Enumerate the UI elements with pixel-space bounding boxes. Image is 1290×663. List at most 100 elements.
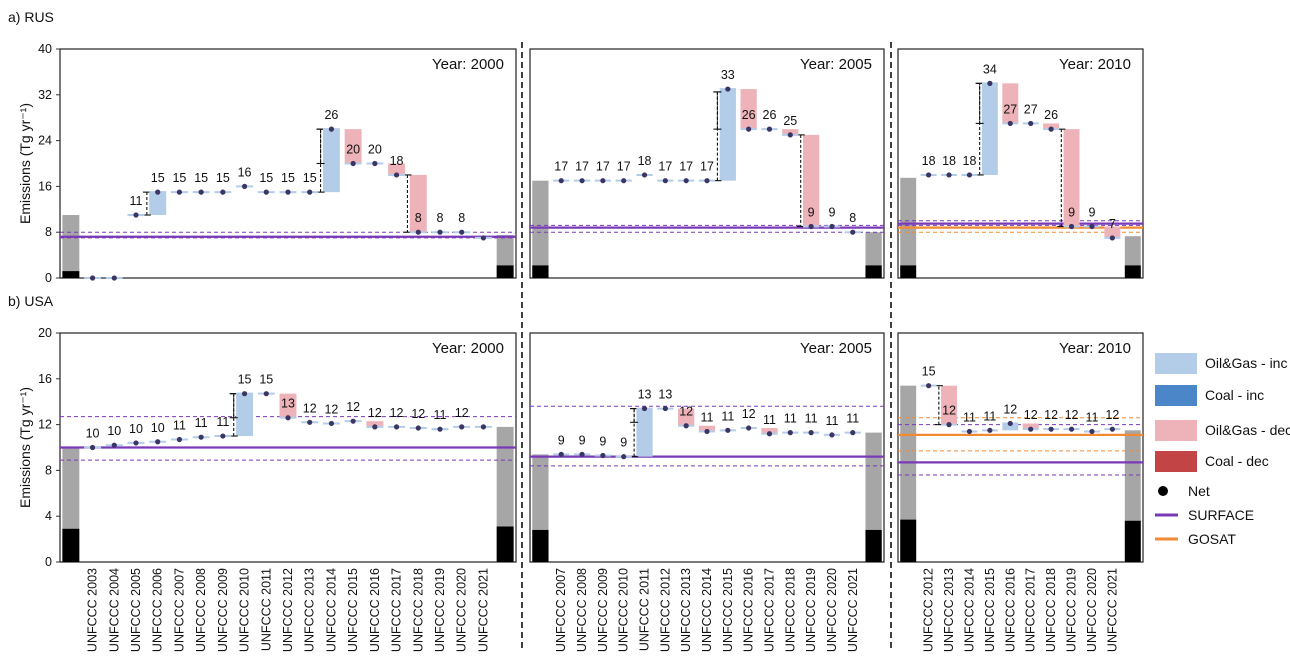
net-marker bbox=[459, 424, 465, 430]
value-label: 10 bbox=[107, 424, 121, 438]
og-dec-bar bbox=[740, 89, 757, 130]
value-label: 12 bbox=[742, 407, 756, 421]
value-label: 12 bbox=[324, 402, 338, 416]
x-category-label: UNFCCC 2012 bbox=[922, 568, 936, 652]
net-marker bbox=[307, 419, 313, 425]
x-category-label: UNFCCC 2011 bbox=[259, 568, 273, 651]
net-marker bbox=[176, 189, 183, 195]
net-marker bbox=[220, 189, 226, 195]
value-label: 17 bbox=[679, 160, 693, 174]
value-label: 15 bbox=[259, 373, 273, 387]
value-label: 18 bbox=[638, 154, 652, 168]
y-tick-label: 0 bbox=[45, 555, 52, 569]
og-dec-bar bbox=[344, 129, 362, 164]
x-category-label: UNFCCC 2011 bbox=[638, 568, 652, 651]
y-tick-label: 16 bbox=[38, 179, 52, 193]
net-marker bbox=[641, 405, 648, 412]
og-dec-bar bbox=[1043, 123, 1060, 130]
x-category-label: UNFCCC 2021 bbox=[476, 568, 490, 652]
net-marker bbox=[372, 424, 378, 430]
net-marker bbox=[263, 391, 269, 397]
x-category-label: UNFCCC 2009 bbox=[216, 568, 230, 652]
x-category-label: UNFCCC 2012 bbox=[281, 568, 295, 652]
value-label: 8 bbox=[849, 211, 856, 225]
net-marker bbox=[600, 178, 606, 184]
x-category-label: UNFCCC 2016 bbox=[368, 568, 382, 652]
og-dec-bar bbox=[388, 163, 406, 175]
value-label: 13 bbox=[638, 388, 652, 402]
prior-coal-bar bbox=[62, 271, 80, 278]
net-marker bbox=[393, 424, 400, 430]
prior-coal-bar bbox=[900, 265, 917, 278]
net-marker bbox=[285, 189, 291, 195]
og-dec-bar bbox=[1002, 83, 1019, 124]
x-category-label: UNFCCC 2017 bbox=[1024, 568, 1038, 652]
net-marker bbox=[746, 425, 752, 431]
net-marker bbox=[621, 178, 627, 184]
coal-inc-legend-label: Coal - inc bbox=[1205, 387, 1264, 403]
value-label: 17 bbox=[554, 160, 568, 174]
net-marker bbox=[133, 212, 139, 218]
value-label: 15 bbox=[922, 365, 936, 379]
value-label: 15 bbox=[303, 171, 317, 185]
value-label: 12 bbox=[368, 406, 382, 420]
value-label: 10 bbox=[86, 427, 100, 441]
posterior-coal-bar bbox=[496, 265, 514, 278]
value-label: 15 bbox=[216, 171, 230, 185]
value-label: 11 bbox=[963, 410, 976, 424]
net-marker bbox=[328, 420, 335, 427]
og-inc-bar bbox=[981, 83, 998, 175]
net-marker bbox=[850, 430, 856, 436]
net-marker bbox=[579, 178, 585, 184]
value-label: 11 bbox=[130, 194, 143, 208]
value-label: 17 bbox=[700, 160, 714, 174]
value-label: 26 bbox=[324, 108, 338, 122]
net-marker bbox=[437, 229, 443, 235]
og-dec-bar bbox=[1063, 129, 1080, 227]
value-label: 11 bbox=[721, 409, 734, 423]
value-label: 12 bbox=[411, 407, 425, 421]
net-marker bbox=[662, 405, 668, 412]
value-label: 15 bbox=[281, 171, 295, 185]
value-label: 11 bbox=[763, 413, 776, 427]
value-label: 12 bbox=[390, 406, 404, 420]
y-axis-title: Emissions (Tg yr⁻¹) bbox=[17, 103, 33, 224]
value-label: 9 bbox=[808, 205, 815, 219]
og-dec-bar bbox=[802, 134, 820, 227]
net-marker bbox=[155, 439, 161, 445]
og-dec-bar bbox=[409, 174, 427, 233]
value-label: 34 bbox=[983, 62, 997, 76]
y-tick-label: 16 bbox=[38, 372, 52, 386]
value-label: 11 bbox=[195, 416, 208, 430]
net-marker bbox=[987, 80, 993, 86]
value-label: 26 bbox=[763, 108, 777, 122]
value-label: 11 bbox=[784, 412, 797, 426]
prior-total-bar bbox=[62, 215, 80, 278]
prior-coal-bar bbox=[62, 528, 80, 562]
x-category-label: UNFCCC 2013 bbox=[942, 568, 956, 652]
net-marker bbox=[220, 433, 226, 439]
value-label: 27 bbox=[1024, 102, 1038, 116]
posterior-coal-bar bbox=[865, 529, 882, 562]
net-marker bbox=[600, 452, 606, 459]
net-marker bbox=[285, 415, 291, 421]
x-category-label: UNFCCC 2014 bbox=[324, 568, 338, 652]
x-category-label: UNFCCC 2020 bbox=[1085, 568, 1099, 652]
og-dec-bar bbox=[1104, 226, 1121, 238]
net-marker bbox=[850, 229, 856, 235]
posterior-coal-bar bbox=[1124, 520, 1141, 562]
plot-frame bbox=[59, 48, 517, 279]
x-category-label: UNFCCC 2012 bbox=[658, 568, 672, 652]
net-legend-label: Net bbox=[1188, 483, 1210, 499]
value-label: 12 bbox=[303, 401, 317, 415]
value-label: 25 bbox=[783, 114, 797, 128]
plot-frame bbox=[897, 332, 1144, 563]
value-label: 9 bbox=[620, 436, 627, 450]
value-label: 33 bbox=[721, 68, 735, 82]
plot-frame bbox=[529, 332, 885, 563]
net-marker bbox=[415, 229, 421, 235]
value-label: 13 bbox=[658, 388, 672, 402]
x-category-label: UNFCCC 2006 bbox=[151, 568, 165, 652]
x-category-label: UNFCCC 2017 bbox=[390, 568, 404, 652]
value-label: 9 bbox=[1068, 205, 1075, 219]
